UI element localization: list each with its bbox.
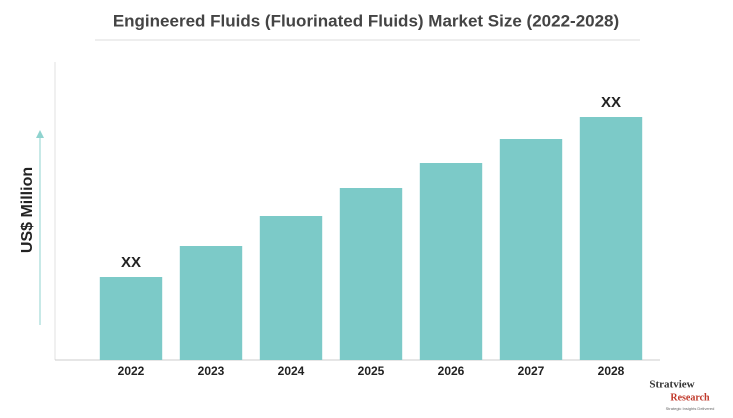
- bar: [419, 163, 483, 360]
- y-axis-label: US$ Million: [19, 167, 36, 253]
- bar: [259, 216, 323, 360]
- bar: [99, 277, 163, 360]
- value-label: XX: [601, 94, 621, 111]
- x-tick-label: 2025: [358, 364, 385, 378]
- axis-arrow-head: [36, 130, 44, 138]
- bar: [179, 246, 243, 360]
- x-tick-label: 2027: [518, 364, 545, 378]
- x-tick-label: 2022: [118, 364, 145, 378]
- logo-name: Stratview: [649, 379, 694, 391]
- bar: [499, 139, 563, 360]
- x-tick-label: 2024: [278, 364, 305, 378]
- bar: [579, 117, 643, 360]
- bar: [339, 188, 403, 360]
- chart-title: Engineered Fluids (Fluorinated Fluids) M…: [113, 11, 619, 30]
- value-label: XX: [121, 254, 141, 271]
- logo-sub: Research: [670, 392, 710, 403]
- x-tick-label: 2023: [198, 364, 225, 378]
- logo-tagline: Strategic Insights Delivered: [666, 406, 715, 411]
- x-tick-label: 2028: [598, 364, 625, 378]
- x-tick-label: 2026: [438, 364, 465, 378]
